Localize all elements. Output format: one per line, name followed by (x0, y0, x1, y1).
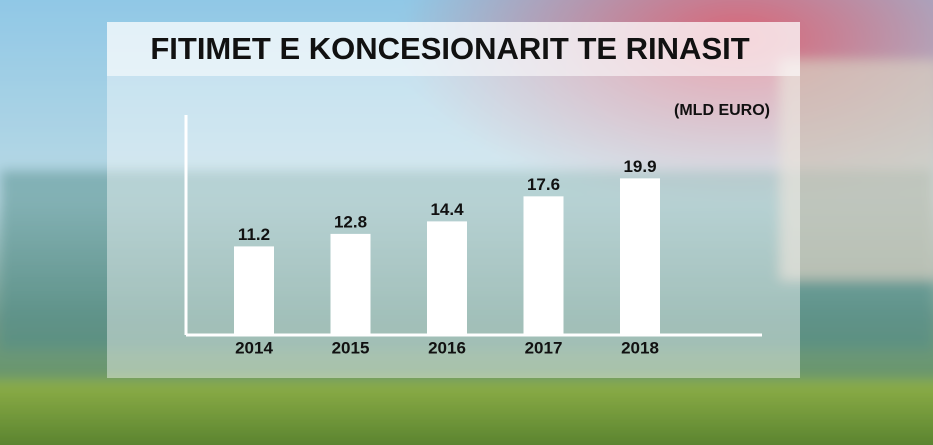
x-tick-label: 2014 (235, 338, 273, 357)
value-label: 17.6 (527, 175, 560, 194)
bar (620, 178, 660, 334)
bar (523, 196, 564, 334)
value-label: 12.8 (334, 212, 367, 231)
bar (330, 233, 371, 334)
value-label: 11.2 (238, 225, 270, 244)
title-band (107, 22, 800, 76)
bar (234, 246, 274, 334)
x-tick-label: 2016 (428, 338, 466, 357)
x-tick-label: 2015 (332, 338, 370, 357)
value-label: 14.4 (430, 200, 464, 219)
bar (427, 221, 467, 334)
unit-label: (MLD EURO) (674, 102, 770, 119)
x-tick-label: 2018 (621, 338, 659, 357)
chart-title: FITIMET E KONCESIONARIT TE RINASIT (150, 31, 749, 66)
x-tick-label: 2017 (525, 338, 563, 357)
value-label: 19.9 (623, 157, 656, 176)
